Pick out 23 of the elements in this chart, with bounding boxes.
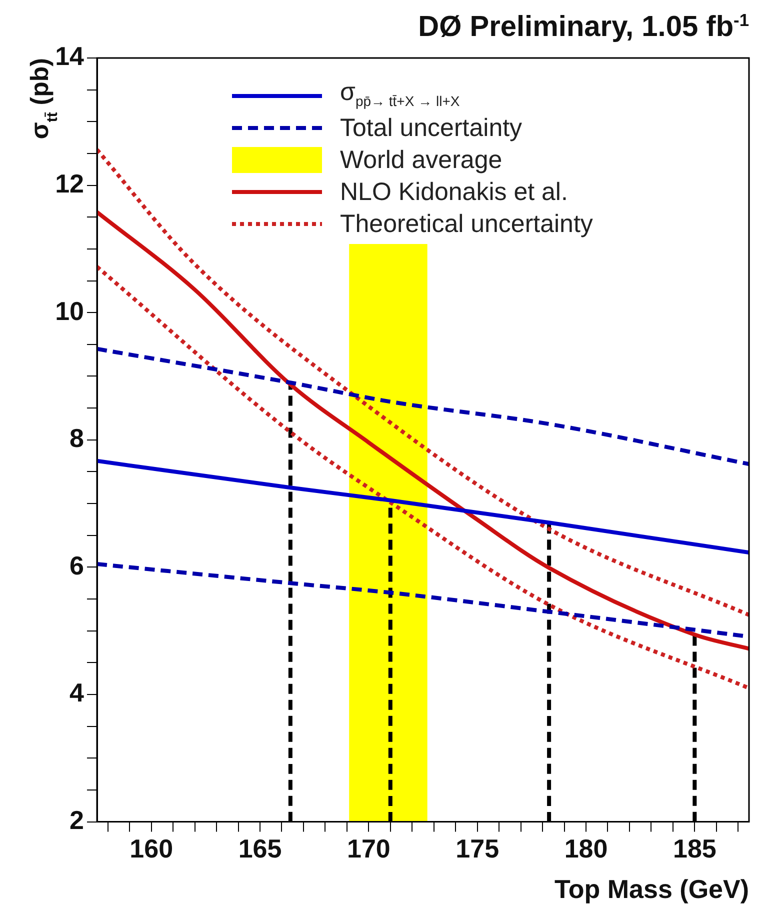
- legend-label: World average: [340, 145, 502, 176]
- legend-label: Theoretical uncertainty: [340, 209, 593, 240]
- y-tick-label: 6: [70, 550, 84, 580]
- line-series: [97, 210, 749, 651]
- legend-label: Total uncertainty: [340, 113, 522, 144]
- y-tick-label: 10: [55, 296, 84, 326]
- y-tick-label: 12: [55, 168, 84, 198]
- legend-label: NLO Kidonakis et al.: [340, 177, 568, 208]
- x-axis-title: Top Mass (GeV): [554, 874, 750, 904]
- x-tick-label: 160: [130, 834, 174, 864]
- line-series: [97, 264, 749, 690]
- line-series: [97, 458, 749, 555]
- y-tick-label: 4: [70, 678, 85, 708]
- legend-label: σ$_{pp̄→ tt̄+X → ll+X}$: [340, 78, 460, 108]
- x-tick-label: 165: [238, 834, 282, 864]
- line-series: [97, 148, 749, 617]
- line-series: [97, 346, 749, 466]
- y-tick-label: 8: [70, 423, 84, 454]
- x-tick-label: 170: [346, 834, 390, 864]
- x-tick-label: 185: [672, 834, 716, 864]
- x-tick-label: 175: [456, 834, 500, 864]
- y-tick-label: 2: [70, 804, 84, 835]
- x-tick-label: 180: [564, 834, 608, 864]
